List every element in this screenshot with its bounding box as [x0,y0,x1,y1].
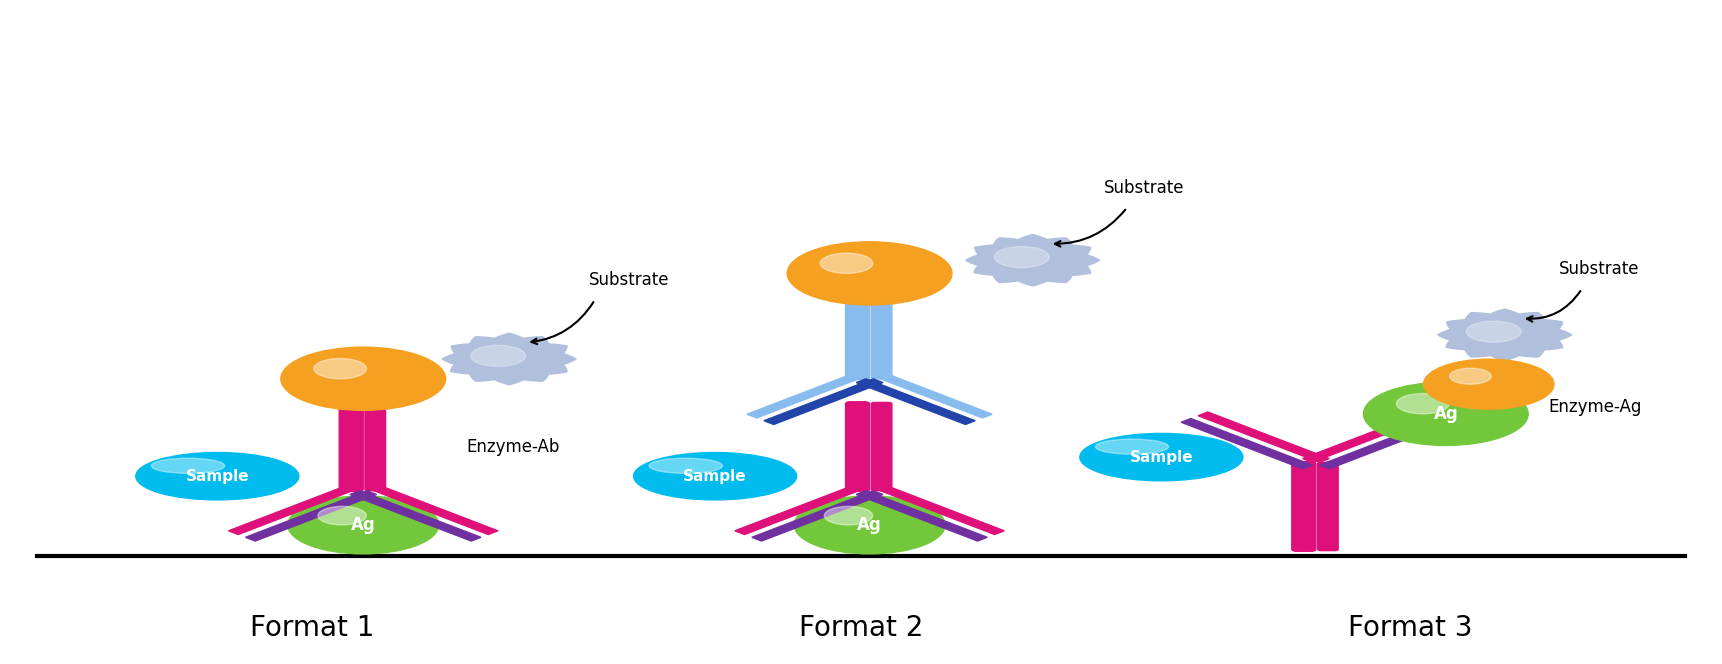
Text: Sample: Sample [1130,450,1193,465]
Circle shape [794,496,945,554]
Polygon shape [367,484,498,535]
Polygon shape [856,379,975,424]
FancyBboxPatch shape [341,402,362,491]
Polygon shape [1199,412,1329,462]
Polygon shape [1319,418,1450,469]
Circle shape [825,507,873,525]
FancyBboxPatch shape [1292,461,1316,551]
FancyBboxPatch shape [871,402,892,491]
Circle shape [994,246,1049,268]
Ellipse shape [1095,439,1169,454]
Polygon shape [1181,418,1312,469]
Text: Ag: Ag [858,516,882,534]
FancyBboxPatch shape [339,402,363,491]
Text: Format 3: Format 3 [1348,614,1472,642]
Text: Ag: Ag [351,516,375,534]
Circle shape [1465,321,1521,342]
Text: Sample: Sample [186,469,250,483]
Text: Sample: Sample [684,469,747,483]
Circle shape [787,242,952,305]
Ellipse shape [1080,434,1243,481]
Polygon shape [966,234,1100,286]
Ellipse shape [152,458,224,473]
Polygon shape [765,379,883,424]
Text: Substrate: Substrate [1104,179,1185,197]
FancyBboxPatch shape [1317,462,1338,550]
Ellipse shape [634,452,797,500]
Polygon shape [753,491,883,541]
Polygon shape [350,491,480,541]
Circle shape [1364,382,1527,446]
Circle shape [288,496,439,554]
Text: Ag: Ag [1433,405,1459,423]
Text: Enzyme-Ag: Enzyme-Ag [1548,398,1643,416]
Circle shape [1424,359,1553,409]
Polygon shape [229,484,360,535]
Text: Substrate: Substrate [589,271,670,289]
Polygon shape [1302,412,1434,462]
FancyBboxPatch shape [846,402,870,491]
Ellipse shape [136,452,300,500]
FancyBboxPatch shape [871,297,892,378]
Polygon shape [246,491,377,541]
Circle shape [1450,369,1491,384]
Circle shape [820,253,873,274]
Circle shape [470,345,525,367]
Text: Substrate: Substrate [1558,260,1639,278]
Circle shape [319,507,367,525]
Polygon shape [443,333,577,384]
FancyBboxPatch shape [1293,462,1314,550]
Polygon shape [873,373,992,418]
Polygon shape [856,491,987,541]
Polygon shape [747,373,866,418]
FancyBboxPatch shape [847,297,868,378]
Polygon shape [1438,309,1572,361]
Text: Enzyme-Ab: Enzyme-Ab [467,438,560,456]
Polygon shape [735,484,866,535]
FancyBboxPatch shape [365,402,386,491]
Ellipse shape [649,458,723,473]
FancyBboxPatch shape [846,296,870,379]
Circle shape [281,347,446,410]
Text: Format 1: Format 1 [250,614,374,642]
Text: Format 2: Format 2 [799,614,923,642]
Circle shape [313,359,367,378]
Circle shape [1397,394,1450,414]
Polygon shape [873,484,1004,535]
FancyBboxPatch shape [847,402,868,491]
